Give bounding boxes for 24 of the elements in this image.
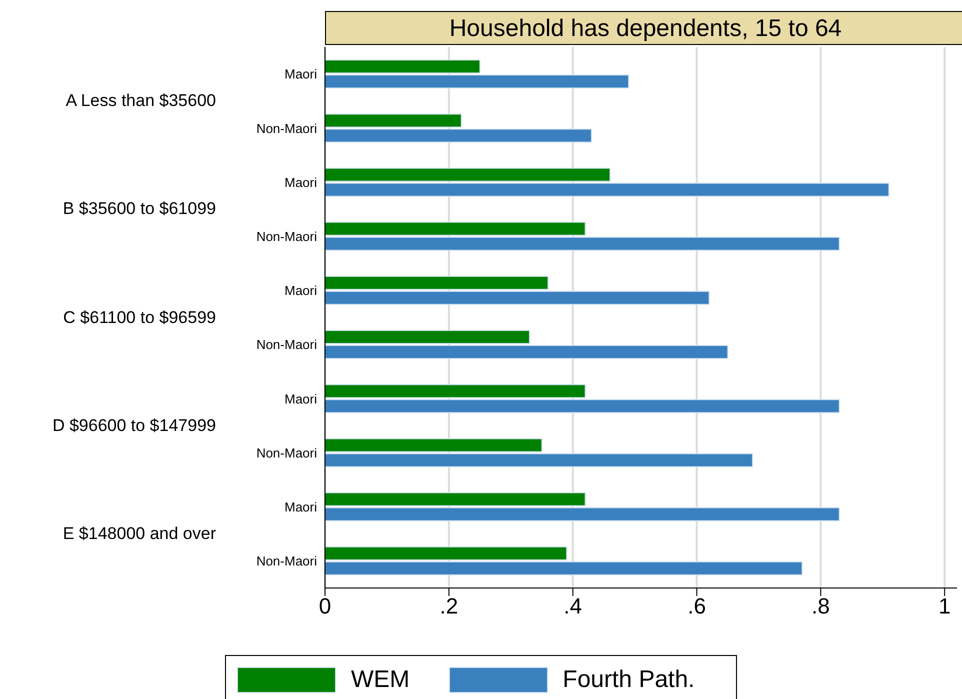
legend-label: Fourth Path. bbox=[562, 666, 695, 694]
y-tick-label: Maori bbox=[284, 174, 318, 190]
x-tick-label: 0 bbox=[318, 594, 332, 619]
y-tick-label: Maori bbox=[284, 283, 318, 298]
legend-label: WEM bbox=[351, 666, 410, 694]
y-tick-label: Maori bbox=[284, 66, 318, 82]
y-tick-label: Non-Maori bbox=[256, 337, 318, 352]
y-tick-label: Maori bbox=[284, 391, 318, 406]
text: C $61100 to $96599 bbox=[63, 306, 216, 328]
text: E $148000 and over bbox=[62, 522, 216, 545]
y-tick-label: Non-Maori bbox=[256, 120, 318, 136]
x-tick-label: .8 bbox=[812, 594, 830, 619]
y-tick-label: Non-Maori bbox=[256, 228, 318, 244]
y-tick-label: Non-Maori bbox=[256, 554, 318, 569]
chart-title: Household has dependents, 15 to 64 bbox=[325, 11, 962, 45]
x-tick-label: 1 bbox=[938, 594, 951, 619]
text: B $35600 to $61099 bbox=[62, 198, 216, 220]
text: A Less than $35600 bbox=[66, 90, 216, 112]
x-tick-label: .4 bbox=[564, 594, 582, 619]
y-tick-label: Maori bbox=[284, 499, 318, 514]
x-tick-label: .6 bbox=[688, 594, 706, 619]
text: D $96600 to $147999 bbox=[52, 414, 216, 437]
x-tick-label: .2 bbox=[440, 594, 458, 619]
y-tick-label: Non-Maori bbox=[256, 445, 318, 460]
